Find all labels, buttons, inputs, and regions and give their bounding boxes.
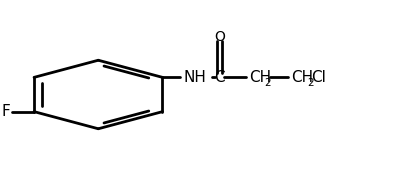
Text: 2: 2: [307, 78, 313, 88]
Text: CH: CH: [292, 70, 314, 85]
Text: Cl: Cl: [311, 70, 326, 85]
Text: CH: CH: [249, 70, 272, 85]
Text: NH: NH: [183, 70, 206, 85]
Text: 2: 2: [265, 78, 271, 88]
Text: O: O: [214, 30, 225, 44]
Text: C: C: [214, 70, 225, 85]
Text: F: F: [1, 104, 10, 119]
